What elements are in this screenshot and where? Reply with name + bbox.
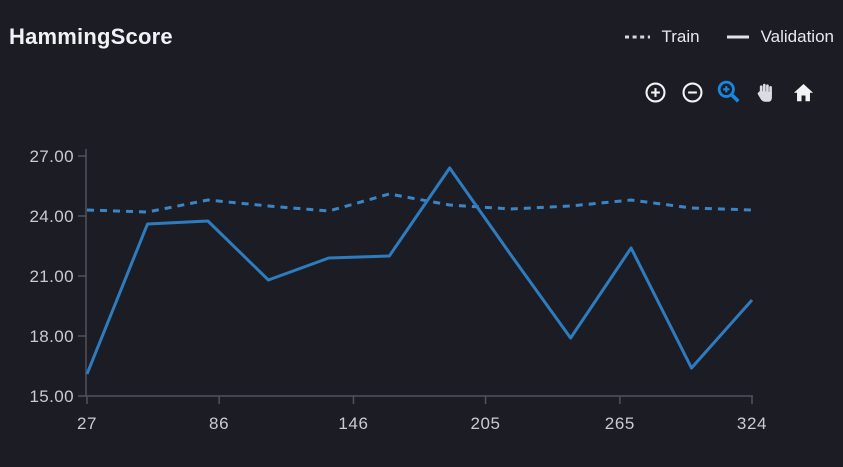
x-tick-label: 265 xyxy=(605,414,635,433)
x-tick-label: 146 xyxy=(338,414,368,433)
validation-line xyxy=(85,166,754,375)
chart-toolbar xyxy=(641,78,817,106)
page-title: HammingScore xyxy=(9,24,173,49)
x-tick-label: 86 xyxy=(209,414,229,433)
circle-minus-icon xyxy=(681,81,703,103)
legend-item-train[interactable]: Train xyxy=(624,27,700,47)
circle-plus-icon xyxy=(644,81,666,103)
y-tick-label: 15.00 xyxy=(29,387,74,406)
legend-label-validation: Validation xyxy=(760,27,834,46)
reset-home-button[interactable] xyxy=(789,78,817,106)
x-tick-label: 324 xyxy=(737,414,767,433)
box-zoom-button[interactable] xyxy=(715,78,743,106)
zoom-out-button[interactable] xyxy=(678,78,706,106)
train-line xyxy=(86,192,753,214)
home-icon xyxy=(793,83,813,101)
hand-icon xyxy=(757,83,772,102)
zoom-in-button[interactable] xyxy=(641,78,669,106)
y-tick-label: 18.00 xyxy=(29,327,74,346)
solid-line-icon xyxy=(726,35,749,39)
x-tick-label: 27 xyxy=(77,414,97,433)
magnifier-plus-icon xyxy=(717,80,740,103)
y-tick-label: 24.00 xyxy=(29,207,74,226)
y-tick-label: 21.00 xyxy=(29,267,74,286)
pan-button[interactable] xyxy=(752,78,780,106)
y-tick-label: 27.00 xyxy=(29,147,74,166)
legend-label-train: Train xyxy=(661,27,700,46)
legend: Train Validation xyxy=(624,27,834,47)
x-tick-label: 205 xyxy=(470,414,500,433)
legend-item-validation[interactable]: Validation xyxy=(726,27,834,47)
